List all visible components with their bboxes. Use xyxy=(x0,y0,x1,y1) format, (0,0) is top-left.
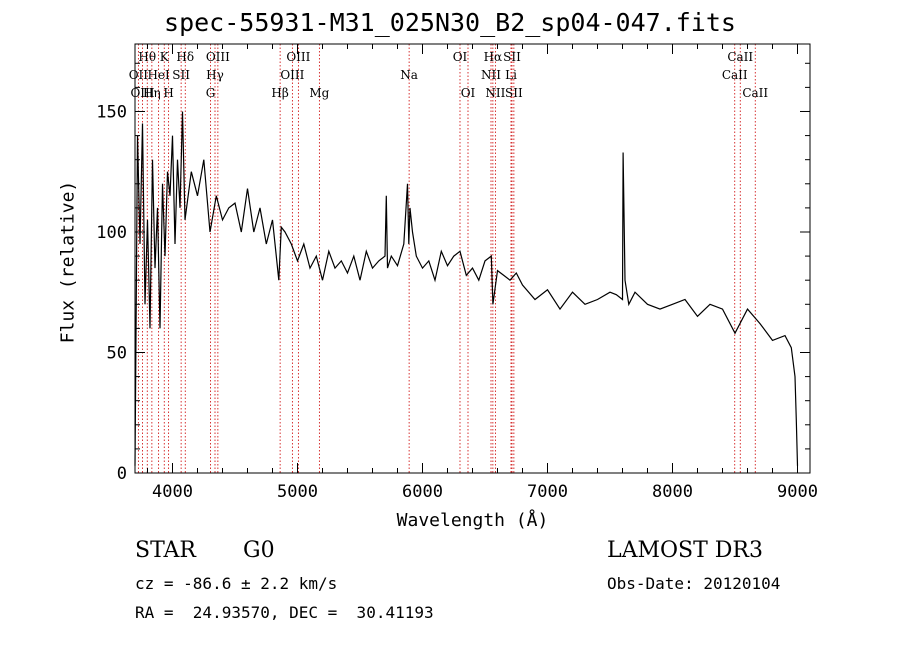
line-marker-label: OII xyxy=(129,68,149,82)
line-marker-label: SII xyxy=(503,50,521,64)
line-marker-label: Hβ xyxy=(271,86,288,100)
line-marker-label: CaII xyxy=(742,86,768,100)
line-marker-label: HeI xyxy=(147,68,170,82)
redshift-readout: cz = -86.6 ± 2.2 km/s xyxy=(135,574,338,593)
y-tick-label: 0 xyxy=(117,464,127,484)
spectrum-line xyxy=(134,111,799,466)
line-marker-label: OI xyxy=(461,86,476,100)
plot-frame xyxy=(134,43,811,474)
line-marker-label: NII xyxy=(481,68,501,82)
x-axis-label: Wavelength (Å) xyxy=(396,510,549,531)
line-marker-label: SII xyxy=(505,86,523,100)
line-marker-label: Li xyxy=(505,68,517,82)
line-marker-label: SII xyxy=(172,68,190,82)
line-marker-labels-group: Hθ OII OIII K HeI Hη SII H Hδ OIII Hγ G Hβ OIII OIII Mg… xyxy=(129,50,769,100)
line-marker-label: OIII xyxy=(286,50,310,64)
x-tick-label: 9000 xyxy=(777,482,818,502)
x-tick-label: 5000 xyxy=(277,482,318,502)
line-marker-label: Na xyxy=(400,68,418,82)
survey-name: LAMOST DR3 xyxy=(607,538,763,563)
y-tick-label: 50 xyxy=(107,343,127,363)
x-tick-label: 4000 xyxy=(152,482,193,502)
x-tick-label: 8000 xyxy=(652,482,693,502)
line-marker-label: Hθ xyxy=(138,50,156,64)
object-subclass: G0 xyxy=(243,538,275,563)
line-marker-label: CaII xyxy=(727,50,753,64)
line-marker-label: G xyxy=(206,86,216,100)
line-marker-label: Mg xyxy=(309,86,329,100)
line-marker-label: OI xyxy=(453,50,468,64)
x-axis-ticks: 4000 5000 6000 7000 8000 9000 xyxy=(147,44,818,502)
y-tick-label: 150 xyxy=(96,102,127,122)
line-marker-label: Hα xyxy=(484,50,503,64)
line-marker-label: OIII xyxy=(280,68,304,82)
x-tick-label: 6000 xyxy=(402,482,443,502)
y-axis-ticks: 0 50 100 150 xyxy=(96,62,810,484)
observation-date: Obs-Date: 20120104 xyxy=(607,574,781,593)
line-marker-label: Hη xyxy=(143,86,161,100)
line-marker-label: OIII xyxy=(206,50,230,64)
line-marker-label: Hδ xyxy=(176,50,194,64)
line-marker-label: CaII xyxy=(722,68,748,82)
coordinates-readout: RA = 24.93570, DEC = 30.41193 xyxy=(135,603,434,622)
line-marker-label: NII xyxy=(485,86,505,100)
line-marker-label: K xyxy=(160,50,170,64)
line-marker-label: H xyxy=(163,86,173,100)
line-markers-group xyxy=(137,44,756,473)
x-tick-label: 7000 xyxy=(527,482,568,502)
y-tick-label: 100 xyxy=(96,223,127,243)
object-class: STAR xyxy=(135,538,196,563)
chart-title: spec-55931-M31_025N30_B2_sp04-047.fits xyxy=(164,8,736,37)
line-marker-label: OIII xyxy=(130,86,154,100)
line-marker-label: Hγ xyxy=(206,68,224,82)
y-axis-label: Flux (relative) xyxy=(57,180,79,344)
